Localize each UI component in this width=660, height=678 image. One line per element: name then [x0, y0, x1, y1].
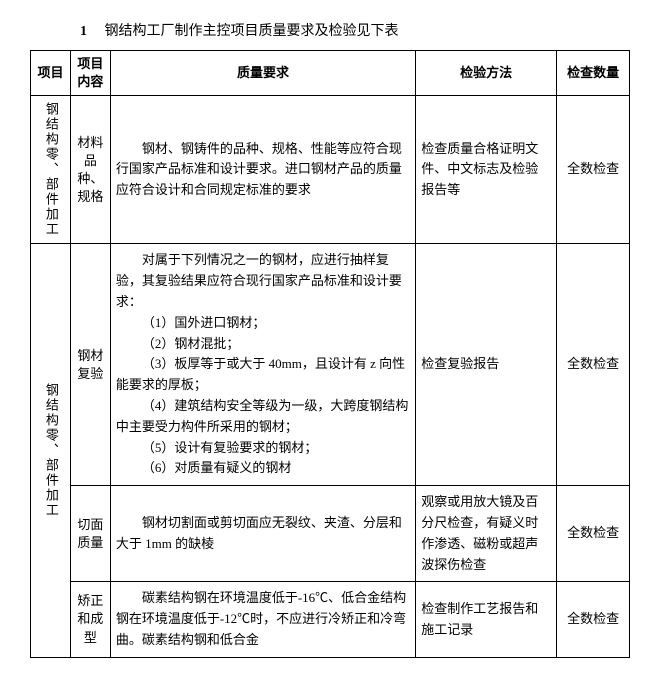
req-line: （3）板厚等于或大于 40mm，且设计有 z 向性能要求的厚板； — [116, 354, 410, 396]
method-cell: 观察或用放大镜及百分尺检查，有疑义时作渗透、磁粉或超声波探伤检查 — [416, 486, 557, 582]
method-cell: 检查制作工艺报告和施工记录 — [416, 582, 557, 657]
table-header-row: 项目 项目内容 质量要求 检验方法 检查数量 — [31, 51, 630, 96]
requirement-cell: 钢材切割面或剪切面应无裂纹、夹渣、分层和大于 1mm 的缺棱 — [110, 486, 415, 582]
project-cell: 钢结构零、部件加工 — [31, 244, 71, 657]
item-cell: 切面质量 — [70, 486, 110, 582]
header-project: 项目 — [31, 51, 71, 96]
req-line: （6）对质量有疑义的钢材 — [116, 458, 410, 479]
req-line: 对属于下列情况之一的钢材，应进行抽样复验，其复验结果应符合现行国家产品标准和设计… — [116, 250, 410, 312]
table-row: 钢结构零、部件加工 钢材复验 对属于下列情况之一的钢材，应进行抽样复验，其复验结… — [31, 244, 630, 486]
item-cell: 材料品种、规格 — [70, 96, 110, 244]
qty-cell: 全数检查 — [557, 486, 630, 582]
table-row: 钢结构零、部件加工 材料品种、规格 钢材、钢铸件的品种、规格、性能等应符合现行国… — [31, 96, 630, 244]
qty-cell: 全数检查 — [557, 582, 630, 657]
requirement-cell: 钢材、钢铸件的品种、规格、性能等应符合现行国家产品标准和设计要求。进口钢材产品的… — [110, 96, 415, 244]
quality-table: 项目 项目内容 质量要求 检验方法 检查数量 钢结构零、部件加工 材料品种、规格… — [30, 50, 630, 658]
header-method: 检验方法 — [416, 51, 557, 96]
method-cell: 检查复验报告 — [416, 244, 557, 486]
qty-cell: 全数检查 — [557, 244, 630, 486]
header-item: 项目内容 — [70, 51, 110, 96]
table-row: 切面质量 钢材切割面或剪切面应无裂纹、夹渣、分层和大于 1mm 的缺棱 观察或用… — [31, 486, 630, 582]
item-cell: 矫正和成型 — [70, 582, 110, 657]
title-number: 1 — [80, 24, 87, 39]
project-cell: 钢结构零、部件加工 — [31, 96, 71, 244]
table-row: 矫正和成型 碳素结构钢在环境温度低于-16℃、低合金结构钢在环境温度低于-12℃… — [31, 582, 630, 657]
req-line: （2）钢材混批； — [116, 334, 410, 355]
req-line: （4）建筑结构安全等级为一级，大跨度钢结构中主要受力构件所采用的钢材； — [116, 396, 410, 438]
title-text: 钢结构工厂制作主控项目质量要求及检验见下表 — [105, 24, 399, 39]
requirement-cell: 碳素结构钢在环境温度低于-16℃、低合金结构钢在环境温度低于-12℃时，不应进行… — [110, 582, 415, 657]
req-line: （5）设计有复验要求的钢材； — [116, 438, 410, 459]
header-qty: 检查数量 — [557, 51, 630, 96]
method-cell: 检查质量合格证明文件、中文标志及检验报告等 — [416, 96, 557, 244]
table-title: 1 钢结构工厂制作主控项目质量要求及检验见下表 — [80, 20, 630, 40]
requirement-cell: 对属于下列情况之一的钢材，应进行抽样复验，其复验结果应符合现行国家产品标准和设计… — [110, 244, 415, 486]
item-cell: 钢材复验 — [70, 244, 110, 486]
req-line: （1）国外进口钢材； — [116, 313, 410, 334]
qty-cell: 全数检查 — [557, 96, 630, 244]
header-requirement: 质量要求 — [110, 51, 415, 96]
